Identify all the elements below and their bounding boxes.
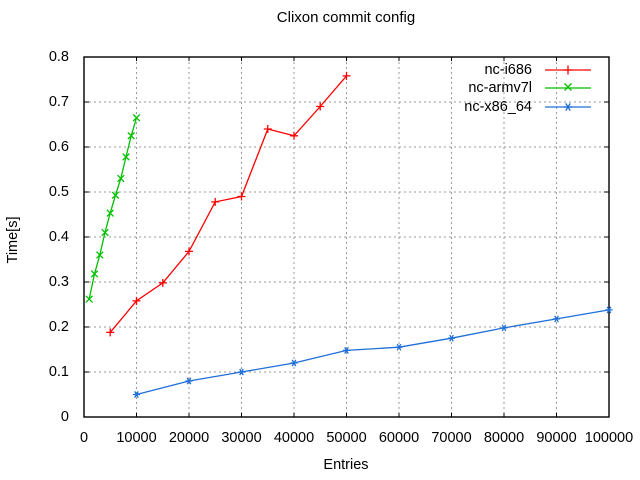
svg-text:20000: 20000 [169, 430, 209, 446]
svg-text:0.5: 0.5 [49, 184, 69, 200]
svg-text:0.1: 0.1 [49, 364, 69, 380]
svg-text:Entries: Entries [323, 457, 368, 473]
svg-text:50000: 50000 [326, 430, 366, 446]
svg-text:30000: 30000 [221, 430, 261, 446]
svg-text:0.8: 0.8 [49, 49, 69, 65]
svg-text:70000: 70000 [431, 430, 471, 446]
svg-text:40000: 40000 [274, 430, 314, 446]
svg-text:nc-armv7l: nc-armv7l [468, 80, 532, 96]
svg-text:10000: 10000 [116, 430, 156, 446]
svg-text:60000: 60000 [379, 430, 419, 446]
svg-text:0.3: 0.3 [49, 274, 69, 290]
svg-text:0.2: 0.2 [49, 319, 69, 335]
svg-text:0: 0 [61, 409, 69, 425]
svg-text:Clixon commit config: Clixon commit config [277, 9, 415, 26]
svg-text:nc-i686: nc-i686 [484, 62, 532, 78]
svg-text:90000: 90000 [536, 430, 576, 446]
svg-text:0.4: 0.4 [49, 229, 69, 245]
svg-text:Time[s]: Time[s] [5, 217, 21, 264]
svg-text:100000: 100000 [585, 430, 633, 446]
svg-text:nc-x86_64: nc-x86_64 [464, 99, 532, 115]
svg-text:0.7: 0.7 [49, 94, 69, 110]
svg-text:0.6: 0.6 [49, 139, 69, 155]
svg-text:80000: 80000 [484, 430, 524, 446]
svg-text:0: 0 [80, 430, 88, 446]
